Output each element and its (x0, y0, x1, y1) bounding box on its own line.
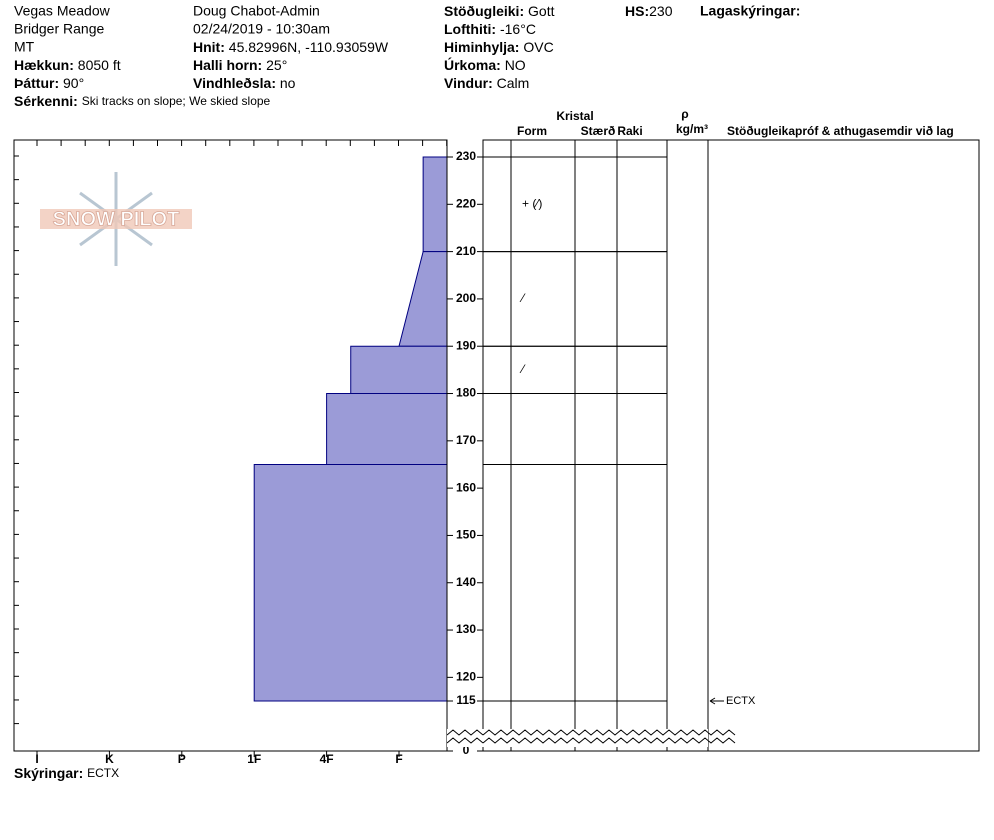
field-label: HS: (625, 3, 649, 19)
field-label: Sérkenni: (14, 93, 78, 109)
footer-value: ECTX (87, 766, 119, 780)
field-label: Lofthiti: (444, 21, 496, 37)
hardness-label: 1F (247, 752, 261, 766)
header-cell: Stöðugleikapróf & athugasemdir við lag (727, 124, 954, 138)
grain-form: ⁄ (519, 291, 526, 305)
hardness-label: K (105, 752, 114, 766)
footer-label: Skýringar: (14, 765, 83, 781)
field-value: NO (505, 57, 526, 73)
field: Úrkoma: NO (444, 56, 526, 73)
axis-break (446, 729, 736, 736)
hardness-layer (350, 345, 448, 395)
field-label: Þáttur: (14, 75, 59, 91)
field: Hnit: 45.82996N, -110.93059W (193, 39, 389, 55)
datetime: 02/24/2019 - 10:30am (193, 21, 330, 37)
header-cell: ρ (681, 107, 688, 121)
header-cell: Kristal (556, 109, 593, 123)
field-value: 45.82996N, -110.93059W (229, 39, 389, 55)
field: Himinhylja: OVC (444, 39, 554, 55)
test-result: ECTX (726, 695, 756, 707)
field: Vindhleðsla: no (193, 75, 296, 91)
field-label: Hækkun: (14, 57, 74, 73)
depth-label: 120 (456, 670, 476, 684)
grain-form: + (⁄) (522, 196, 542, 210)
logo-text: SNOW PILOT (53, 208, 180, 230)
header-cell: Form (517, 124, 547, 138)
field: Vindur: Calm (444, 75, 529, 91)
field-label: Stöðugleiki: (444, 3, 524, 19)
depth-label: 220 (456, 196, 476, 210)
header: Vegas Meadow Bridger Range MT Hækkun: 80… (14, 3, 800, 109)
hardness-layer (326, 393, 448, 465)
hardness-layer (253, 463, 448, 702)
hardness-label: P (178, 752, 186, 766)
header-cell: kg/m³ (676, 122, 708, 136)
field-label: Vindhleðsla: (193, 75, 276, 91)
grain-form: ⁄ (519, 362, 526, 376)
break-gap (447, 729, 708, 747)
depth-label: 160 (456, 480, 476, 494)
logo: SNOW PILOT (40, 172, 192, 266)
hardness-label: I (35, 752, 38, 766)
hardness-label: F (395, 752, 402, 766)
field-label: Hnit: (193, 39, 225, 55)
table-headers: Kristal Form Stærð Raki ρ kg/m³ Stöðugle… (517, 107, 954, 138)
header-cell: Stærð (581, 124, 616, 138)
field-label: Úrkoma: (444, 56, 501, 73)
location: Bridger Range (14, 21, 104, 37)
field-value: OVC (523, 39, 553, 55)
footer: Skýringar: ECTX (14, 765, 119, 781)
depth-label: 180 (456, 386, 476, 400)
depth-label: 130 (456, 622, 476, 636)
field-label: Halli horn: (193, 57, 262, 73)
field: Halli horn: 25° (193, 57, 287, 73)
depth-label: 140 (456, 575, 476, 589)
field-value: 8050 ft (78, 57, 121, 73)
location: MT (14, 39, 35, 55)
field-value: Calm (497, 75, 530, 91)
field: Hækkun: 8050 ft (14, 57, 121, 73)
depth-label: 230 (456, 149, 476, 163)
depth-label: 200 (456, 291, 476, 305)
frames (13, 139, 980, 752)
field: HS:230 (625, 3, 673, 19)
table-frame (482, 139, 980, 752)
depth-label: 115 (456, 693, 476, 707)
hardness-label: 4F (320, 752, 334, 766)
observer: Doug Chabot-Admin (193, 3, 320, 19)
plot: + (⁄) ⁄ ⁄ I K P 1F 4F F 230 220 210 200 190 180 170 160 1… (14, 140, 756, 766)
field-value: no (280, 75, 296, 91)
header-cell: Raki (617, 124, 642, 138)
profile-frame (13, 139, 448, 752)
field-label: Vindur: (444, 75, 493, 91)
axis-break (446, 737, 736, 744)
field: Þáttur: 90° (14, 75, 84, 91)
field-value: 90° (63, 75, 84, 91)
field: Stöðugleiki: Gott (444, 3, 555, 19)
field-value: Ski tracks on slope; We skied slope (82, 94, 271, 108)
depth-label: 170 (456, 433, 476, 447)
hardness-layer (422, 156, 448, 253)
field: Lofthiti: -16°C (444, 21, 536, 37)
hardness-layer (398, 251, 448, 347)
depth-label: 210 (456, 244, 476, 258)
field-value: -16°C (500, 21, 536, 37)
location: Vegas Meadow (14, 3, 111, 19)
field-value: Gott (528, 3, 555, 19)
field-value: 25° (266, 57, 287, 73)
depth-label: 190 (456, 338, 476, 352)
depth-label: 0 (463, 743, 470, 757)
field-label: Himinhylja: (444, 39, 519, 55)
field-value: 230 (649, 3, 673, 19)
field: Sérkenni: Ski tracks on slope; We skied … (14, 93, 271, 109)
layer-notes: Lagaskýringar: (700, 3, 800, 19)
logo-band (40, 209, 192, 229)
test-arrow (709, 697, 724, 705)
depth-label: 150 (456, 528, 476, 542)
